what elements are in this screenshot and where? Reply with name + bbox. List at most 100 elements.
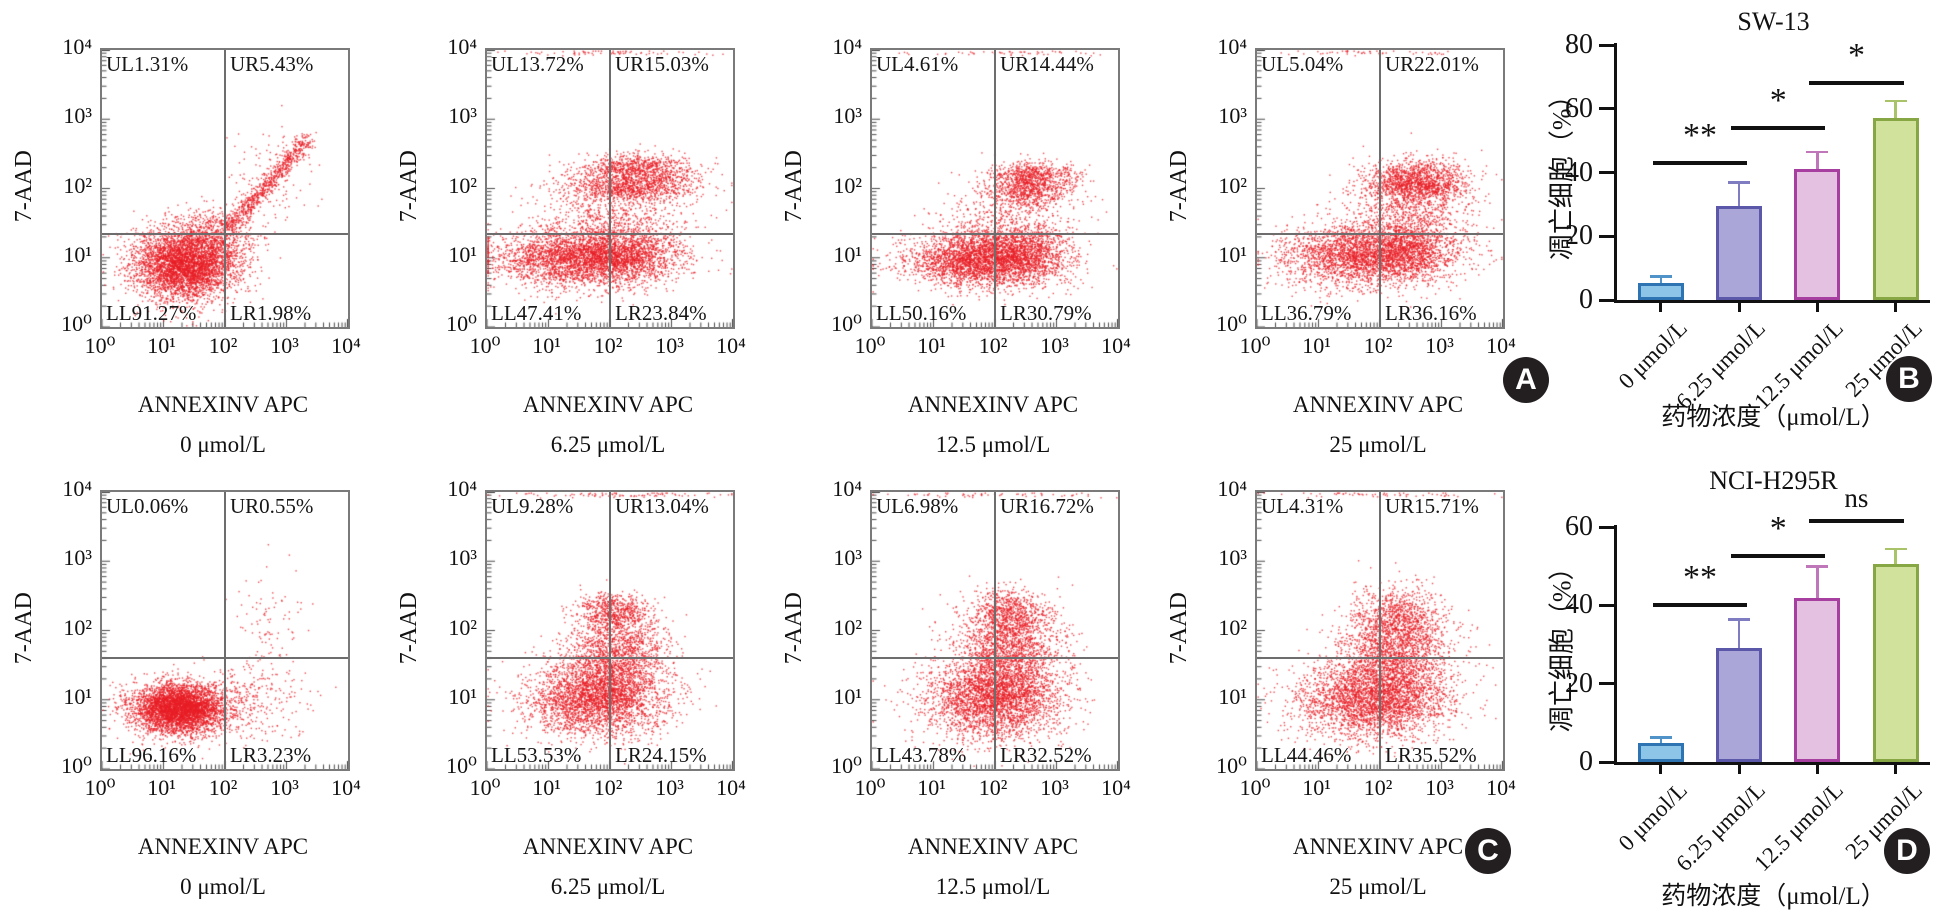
bar <box>1872 118 1919 300</box>
flow-x-axis-label: ANNEXINV APC <box>1292 392 1464 417</box>
scatter-plot: UL9.28% UR13.04% LL53.53% LR24.15% <box>485 490 735 771</box>
y-tick-mark <box>1599 171 1614 174</box>
flow-x-tick: 10² <box>593 775 623 800</box>
flow-x-tick: 10³ <box>1040 333 1069 358</box>
flow-x-tick: 10⁴ <box>1486 333 1516 358</box>
bar <box>1794 169 1841 300</box>
flow-x-axis-label: ANNEXINV APC <box>907 834 1079 859</box>
y-tick-label: 40 <box>1565 589 1593 621</box>
flow-x-tick: 10¹ <box>532 775 561 800</box>
flow-y-tick: 10³ <box>448 103 477 129</box>
quadrant-vline <box>609 492 611 769</box>
y-tick-mark <box>1599 234 1614 238</box>
flow-y-tick: 10² <box>63 614 92 640</box>
x-tick-mark <box>1894 765 1898 774</box>
flow-x-tick: 10⁰ <box>84 333 116 358</box>
flow-x-tick: 10⁴ <box>716 333 746 358</box>
quadrant-hline <box>487 232 733 235</box>
x-axis-line <box>1614 300 1930 303</box>
flow-y-tick: 10⁴ <box>832 34 862 59</box>
flow-x-tick: 10¹ <box>1302 333 1331 358</box>
flow-y-tick: 10¹ <box>833 683 862 709</box>
y-tick-label: 0 <box>1579 746 1593 777</box>
concentration-label: 0 μmol/L <box>180 874 266 899</box>
scatter-plot: UL5.04% UR22.01% LL36.79% LR36.16% <box>1255 48 1505 329</box>
concentration-label: 12.5 μmol/L <box>935 874 1051 899</box>
significance-label: ns <box>1844 483 1869 514</box>
significance-label: * <box>1769 510 1787 548</box>
quadrant-vline <box>1379 492 1381 769</box>
quadrant-vline <box>224 492 226 769</box>
flow-y-tick: 10² <box>833 172 862 198</box>
flow-panel: 7-AAD 10⁰ 10¹ 10² 10³ 10⁴ UL4.61% UR14.44% LL50.… <box>770 0 1155 472</box>
x-tick-mark <box>1737 303 1741 312</box>
bar-chart-x-axis-title: 药物浓度（μmol/L） <box>1661 404 1886 431</box>
error-bar-stem <box>1894 548 1897 567</box>
flow-y-tick: 10³ <box>448 545 477 571</box>
flow-y-tick: 10⁴ <box>832 476 862 501</box>
flow-y-tick: 10³ <box>833 545 862 571</box>
flow-y-tick: 10¹ <box>448 683 477 709</box>
quadrant-label-ll: LL43.78% <box>876 742 967 767</box>
quadrant-label-ur: UR0.55% <box>230 494 314 518</box>
flow-x-tick: 10² <box>208 775 238 800</box>
flow-y-tick: 10⁴ <box>62 34 92 59</box>
significance-line <box>1652 160 1748 165</box>
x-tick-mark <box>1659 303 1663 312</box>
error-bar-stem <box>1894 100 1897 121</box>
flow-panel: 7-AAD 10⁰ 10¹ 10² 10³ 10⁴ UL6.98% UR16.72% LL43.… <box>770 442 1155 914</box>
quadrant-label-ur: UR15.03% <box>615 52 709 76</box>
quadrant-label-ll: LL91.27% <box>106 300 197 325</box>
quadrant-vline <box>994 50 996 327</box>
y-tick-label: 40 <box>1565 156 1593 188</box>
flow-panel: 7-AAD 10⁰ 10¹ 10² 10³ 10⁴ UL4.31% UR15.71% LL44.… <box>1155 442 1540 914</box>
significance-line <box>1809 519 1904 524</box>
quadrant-hline <box>102 657 348 660</box>
flow-x-tick: 10¹ <box>1302 775 1331 800</box>
y-tick-mark <box>1599 603 1614 607</box>
flow-panel: 7-AAD 10⁰ 10¹ 10² 10³ 10⁴ UL5.04% UR22.01% LL36.… <box>1155 0 1540 472</box>
flow-y-tick: 10¹ <box>448 241 477 267</box>
flow-x-tick: 10² <box>1363 775 1393 800</box>
concentration-label: 6.25 μmol/L <box>550 874 666 899</box>
significance-label: * <box>1769 81 1787 119</box>
y-tick-label: 60 <box>1565 511 1593 542</box>
flow-x-axis-label: ANNEXINV APC <box>137 834 309 859</box>
quadrant-label-lr: LR36.16% <box>1385 300 1477 325</box>
flow-x-tick: 10⁰ <box>84 775 116 800</box>
flow-y-tick: 10² <box>63 172 92 198</box>
flow-y-tick: 10⁰ <box>446 753 477 778</box>
error-bar-stem <box>1659 737 1663 746</box>
scatter-plot: UL4.61% UR14.44% LL50.16% LR30.79% <box>870 48 1120 329</box>
x-tick-mark <box>1815 765 1819 774</box>
error-bar-cap <box>1649 275 1672 278</box>
flow-y-tick: 10³ <box>1218 103 1247 129</box>
y-tick-label: 20 <box>1565 220 1593 252</box>
quadrant-label-ul: UL5.04% <box>1261 52 1344 76</box>
flow-x-tick: 10⁴ <box>1101 775 1131 800</box>
concentration-label: 12.5 μmol/L <box>935 432 1051 457</box>
y-tick-mark <box>1599 525 1614 529</box>
bar-chart-title: SW-13 <box>1737 7 1810 36</box>
quadrant-label-lr: LR3.23% <box>230 742 312 767</box>
scatter-plot: UL1.31% UR5.43% LL91.27% LR1.98% <box>100 48 350 329</box>
flow-x-tick: 10¹ <box>147 775 176 800</box>
scatter-plot: UL4.31% UR15.71% LL44.46% LR35.52% <box>1255 490 1505 771</box>
flow-y-tick: 10⁴ <box>1217 34 1247 59</box>
flow-x-tick: 10⁰ <box>469 333 501 358</box>
flow-y-tick: 10³ <box>63 103 92 129</box>
quadrant-hline <box>872 232 1118 235</box>
quadrant-hline <box>487 657 733 660</box>
error-bar-cap <box>1884 547 1907 551</box>
quadrant-label-lr: LR32.52% <box>1000 742 1092 767</box>
flow-y-tick: 10³ <box>63 545 92 571</box>
flow-x-tick: 10² <box>1363 333 1393 358</box>
flow-x-tick: 10⁴ <box>1101 333 1131 358</box>
flow-x-tick: 10⁴ <box>716 775 746 800</box>
quadrant-hline <box>1257 232 1503 235</box>
quadrant-label-ll: LL36.79% <box>1261 300 1352 325</box>
quadrant-vline <box>224 50 226 327</box>
x-tick-mark <box>1737 765 1741 774</box>
error-bar-cap <box>1806 150 1829 154</box>
